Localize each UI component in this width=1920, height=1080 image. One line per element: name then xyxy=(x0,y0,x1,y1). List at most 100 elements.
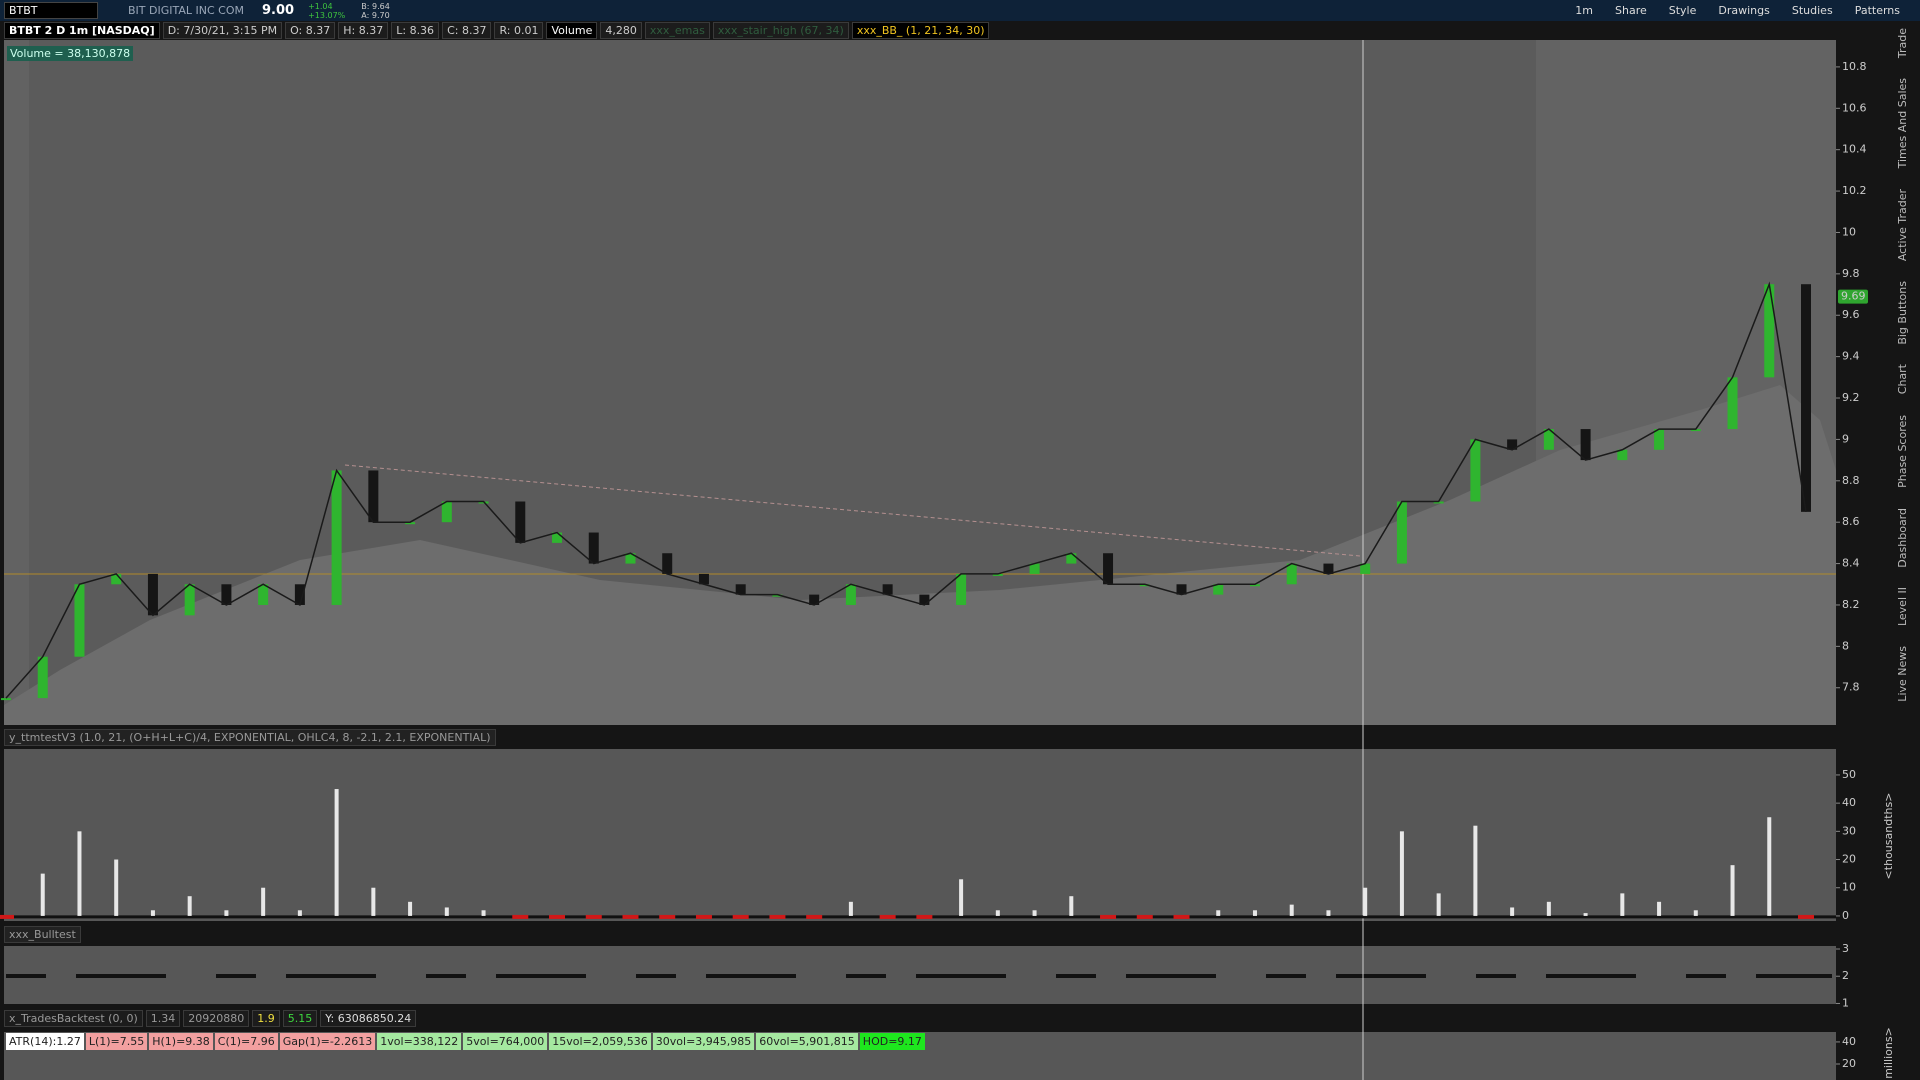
candle xyxy=(37,656,48,699)
stat-box: ATR(14):1.27 xyxy=(6,1033,84,1050)
candle xyxy=(1507,439,1518,450)
stat-box: 30vol=3,945,985 xyxy=(652,1033,755,1050)
osc-bar xyxy=(1546,901,1551,916)
stat-box: 5vol=764,000 xyxy=(463,1033,548,1050)
squeeze-dot xyxy=(1100,914,1117,919)
squeeze-dot xyxy=(659,914,676,919)
squeeze-dot xyxy=(769,914,786,919)
candle xyxy=(1470,439,1481,502)
toolbar-button[interactable]: Style xyxy=(1668,4,1697,17)
timeframe-button[interactable]: 1m xyxy=(1575,4,1593,17)
candle xyxy=(1176,584,1187,595)
sidebar-tab[interactable]: Live News xyxy=(1896,646,1909,702)
toolbar: BTBT BIT DIGITAL INC COM 9.00 +1.04 +13.0… xyxy=(0,0,1920,21)
osc-bar xyxy=(1216,910,1221,916)
candle xyxy=(405,522,416,525)
y-tick-label: 8.2 xyxy=(1842,598,1860,611)
sidebar-tab[interactable]: Phase Scores xyxy=(1896,414,1909,488)
stat-box: 15vol=2,059,536 xyxy=(549,1033,651,1050)
backtest-field: 1.9 xyxy=(252,1010,280,1027)
ohlc-field: R: 0.01 xyxy=(494,22,544,39)
toolbar-button[interactable]: Patterns xyxy=(1854,4,1900,17)
y-tick-label: 10.6 xyxy=(1842,101,1867,114)
candle xyxy=(1323,563,1334,574)
bid: B: 9.64 xyxy=(361,1,390,11)
candle xyxy=(1360,563,1371,574)
axis-layer: 7.888.28.48.68.899.29.49.69.81010.210.41… xyxy=(1836,60,1895,1079)
osc-bar xyxy=(1252,910,1257,916)
study-label: xxx_emas xyxy=(644,22,710,39)
stat-box: C(1)=7.96 xyxy=(214,1033,278,1050)
volume-area xyxy=(4,385,1836,725)
sidebar: Trade Times And Sales Active Trader Big But… xyxy=(1896,28,1909,702)
osc-bar xyxy=(1363,887,1368,916)
sidebar-tab[interactable]: Level II xyxy=(1896,587,1909,627)
toolbar-button[interactable]: Drawings xyxy=(1718,4,1770,17)
last-price-tag xyxy=(1838,289,1868,304)
ohlc-field: D: 7/30/21, 3:15 PM xyxy=(162,22,283,39)
y-tick-label: 9.6 xyxy=(1842,308,1860,321)
toolbar-button[interactable]: Studies xyxy=(1791,4,1833,17)
squeeze-dot xyxy=(806,914,823,919)
osc-bar xyxy=(1620,893,1625,916)
stat-box: 1vol=338,122 xyxy=(377,1033,462,1050)
osc-bar xyxy=(187,896,192,916)
candle xyxy=(1543,429,1554,450)
sidebar-tab[interactable]: Active Trader xyxy=(1896,188,1909,261)
y-tick-label: 50 xyxy=(1842,768,1856,781)
y-tick-label: 10.2 xyxy=(1842,184,1867,197)
chart-header: BTBT 2 D 1m [NASDAQ] D: 7/30/21, 3:15 PM… xyxy=(4,22,990,39)
osc-bar xyxy=(1473,825,1478,916)
candle xyxy=(368,470,379,523)
y-tick-label: 10 xyxy=(1842,881,1856,894)
y-tick-label: 9.8 xyxy=(1842,267,1860,280)
candle xyxy=(1580,429,1591,461)
candle xyxy=(1396,501,1407,564)
candle xyxy=(698,573,709,585)
candle xyxy=(1213,584,1224,595)
osc-bar xyxy=(1730,865,1735,916)
symbol-input[interactable]: BTBT xyxy=(4,2,98,19)
squeeze-dot xyxy=(585,914,602,919)
y-tick-label: 40 xyxy=(1842,796,1856,809)
osc-bar xyxy=(1289,904,1294,916)
y-tick-label: 9 xyxy=(1842,432,1849,445)
squeeze-dot xyxy=(1173,914,1190,919)
y-tick-label: 3 xyxy=(1842,942,1849,955)
ohlc-field: C: 8.37 xyxy=(442,22,492,39)
squeeze-dot xyxy=(879,914,896,919)
osc-bar xyxy=(481,910,486,916)
candle xyxy=(625,553,636,564)
study-label: xxx_stair_high (67, 34) xyxy=(712,22,849,39)
unit-label: <thousandths> xyxy=(1882,793,1895,880)
description: BIT DIGITAL INC COM xyxy=(128,4,244,17)
osc-bar xyxy=(261,887,266,916)
candle xyxy=(258,584,269,605)
y-tick-label: 9.2 xyxy=(1842,391,1860,404)
sidebar-tab[interactable]: Dashboard xyxy=(1896,507,1909,568)
candle xyxy=(221,584,232,605)
candle xyxy=(1764,284,1775,378)
sidebar-tab[interactable]: Times And Sales xyxy=(1896,78,1909,169)
toolbar-button[interactable]: Share xyxy=(1615,4,1647,17)
y-tick-label: 40 xyxy=(1842,1035,1856,1048)
bid-ask: B: 9.64 A: 9.70 xyxy=(361,2,390,20)
ohlc-field: L: 8.36 xyxy=(391,22,440,39)
ohlc-field: H: 8.37 xyxy=(338,22,389,39)
candle xyxy=(515,501,526,543)
candle xyxy=(1,698,11,701)
ask: A: 9.70 xyxy=(361,10,390,20)
osc-bar xyxy=(334,789,339,916)
sidebar-tab[interactable]: Trade xyxy=(1896,28,1909,59)
candle xyxy=(1690,429,1701,432)
candle xyxy=(956,573,967,605)
y-tick-label: 20 xyxy=(1842,1057,1856,1070)
stat-box: HOD=9.17 xyxy=(859,1033,925,1050)
y-tick-label: 7.8 xyxy=(1842,681,1860,694)
sidebar-tab[interactable]: Big Buttons xyxy=(1896,280,1909,345)
backtest-field: 1.34 xyxy=(145,1010,181,1027)
y-tick-label: 10 xyxy=(1842,225,1856,238)
candle xyxy=(735,584,746,595)
sidebar-tab[interactable]: Chart xyxy=(1896,364,1909,395)
